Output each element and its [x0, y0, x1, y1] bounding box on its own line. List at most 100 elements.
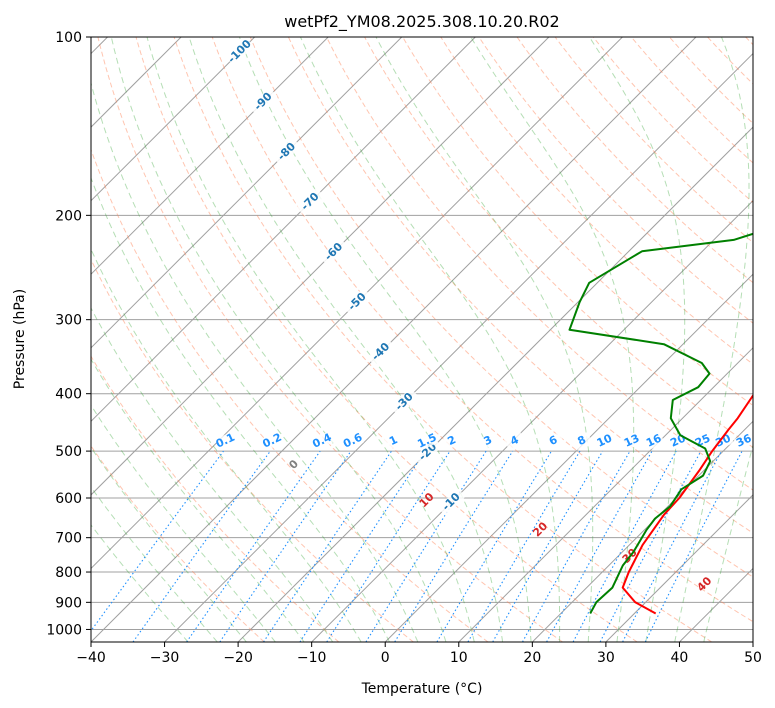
isotherm-line	[91, 37, 256, 202]
x-axis-title: Temperature (°C)	[361, 681, 483, 697]
moist-adiabat-line	[146, 37, 475, 642]
y-tick-label: 900	[55, 595, 82, 611]
y-tick-label: 100	[55, 30, 82, 46]
mixing-ratio-label-bg	[643, 431, 665, 451]
x-tick-label: −40	[76, 650, 106, 666]
moist-adiabat-line	[91, 524, 189, 642]
mixing-ratio-label-bg	[261, 431, 283, 451]
isotherm-line	[384, 273, 753, 642]
dry-adiabat-line	[440, 37, 753, 365]
mixing-ratio-label: 10	[595, 431, 615, 449]
moist-adiabat-line	[238, 37, 532, 642]
isotherm-label-bg	[390, 387, 419, 417]
isotherm-label-bg	[272, 137, 302, 166]
dry-adiabat-line	[173, 37, 713, 642]
mixing-ratio-label-bg	[504, 431, 526, 451]
moist-adiabat-line	[674, 37, 750, 642]
isotherm-line	[164, 52, 753, 642]
mixing-ratio-label: 16	[644, 431, 664, 449]
y-tick-label: 300	[55, 313, 82, 329]
isotherm-label-bg	[296, 187, 325, 217]
y-axis-title: Pressure (hPa)	[12, 289, 28, 389]
mixing-ratio-label: 13	[622, 432, 641, 450]
dry-adiabat-line	[97, 37, 563, 642]
dry-adiabat-line	[249, 37, 753, 578]
mixing-ratio-label-bg	[621, 431, 643, 451]
mixing-ratio-label-bg	[214, 431, 237, 451]
isotherm-label-bg	[413, 437, 443, 467]
isotherm-label-bg	[319, 237, 349, 267]
mixing-ratio-line	[219, 450, 352, 642]
background-lines	[91, 37, 753, 642]
mixing-ratio-line	[394, 450, 514, 642]
mixing-ratio-line	[132, 450, 271, 642]
mixing-ratio-label-bg	[571, 431, 593, 451]
x-tick-label: −20	[223, 650, 253, 666]
isotherm-label-bg	[366, 337, 396, 367]
mixing-ratio-label: 36	[734, 431, 754, 449]
mixing-ratio-line	[436, 450, 552, 642]
mixing-ratio-label-bg	[382, 431, 405, 451]
x-tick-label: 10	[450, 650, 468, 666]
x-tick-label: 20	[523, 650, 541, 666]
isotherm-line	[237, 126, 753, 642]
moist-adiabat-line	[91, 358, 305, 642]
dry-adiabat-line	[592, 37, 753, 204]
y-tick-label: 600	[55, 491, 82, 507]
isotherm-label-bg	[437, 487, 466, 517]
moist-adiabat-line	[91, 81, 419, 642]
dry-adiabat-line	[287, 37, 753, 534]
moist-adiabat-line	[91, 486, 218, 642]
mixing-ratio-label: 30	[713, 431, 733, 449]
y-tick-label: 400	[55, 387, 82, 403]
mixing-ratio-line	[546, 450, 653, 642]
mixing-ratio-label-bg	[416, 431, 438, 451]
moist-adiabat-line	[91, 176, 390, 642]
moist-adiabat-line	[375, 37, 594, 642]
dry-adiabat-line	[135, 37, 638, 642]
mixing-ratio-label-bg	[733, 431, 753, 451]
isotherm-line	[91, 37, 623, 570]
x-tick-label: −10	[297, 650, 327, 666]
dry-adiabat-line	[91, 148, 489, 642]
mixing-ratio-label-bg	[542, 431, 565, 451]
isotherm-line	[91, 37, 476, 423]
x-tick-label: 30	[597, 650, 615, 666]
moist-adiabat-line	[300, 37, 561, 642]
moist-adiabat-line	[91, 404, 276, 642]
isotherm-line	[91, 37, 550, 496]
x-tick-label: −30	[150, 650, 180, 666]
isotherm-label-bg	[225, 37, 255, 66]
moist-adiabat-line	[188, 37, 504, 642]
mixing-ratio-line	[326, 450, 451, 642]
isotherm-label-bg	[343, 287, 372, 317]
moist-adiabat-line	[703, 442, 753, 642]
moist-adiabat-line	[110, 37, 447, 642]
moist-adiabat-line	[91, 446, 247, 642]
isotherm-line	[91, 37, 329, 275]
mixing-ratio-line	[365, 450, 487, 642]
dry-adiabat-line	[364, 37, 753, 449]
mixing-ratio-label-bg	[311, 431, 333, 451]
x-tick-label: 40	[671, 650, 689, 666]
profile-lines	[568, 232, 753, 615]
plot-frame	[90, 36, 754, 643]
mixing-ratio-line	[522, 450, 631, 642]
mixing-ratio-label-bg	[441, 431, 463, 451]
mixing-ratio-label-bg	[342, 431, 364, 451]
mixing-ratio-label-bg	[593, 431, 616, 451]
mixing-ratio-line	[91, 450, 224, 632]
mixing-ratio-line	[572, 450, 677, 642]
mixing-ratio-label-bg	[692, 431, 714, 451]
isotherm-line	[531, 420, 753, 642]
mixing-ratio-line	[186, 450, 321, 642]
chart-title: wetPf2_YM08.2025.308.10.20.R02	[284, 12, 559, 32]
y-tick-label: 200	[55, 208, 82, 224]
y-tick-label: 800	[55, 565, 82, 581]
y-tick-label: 700	[55, 531, 82, 547]
mixing-ratio-line	[492, 450, 604, 642]
dry-adiabat-line	[478, 37, 753, 324]
isotherm-line	[91, 37, 403, 349]
